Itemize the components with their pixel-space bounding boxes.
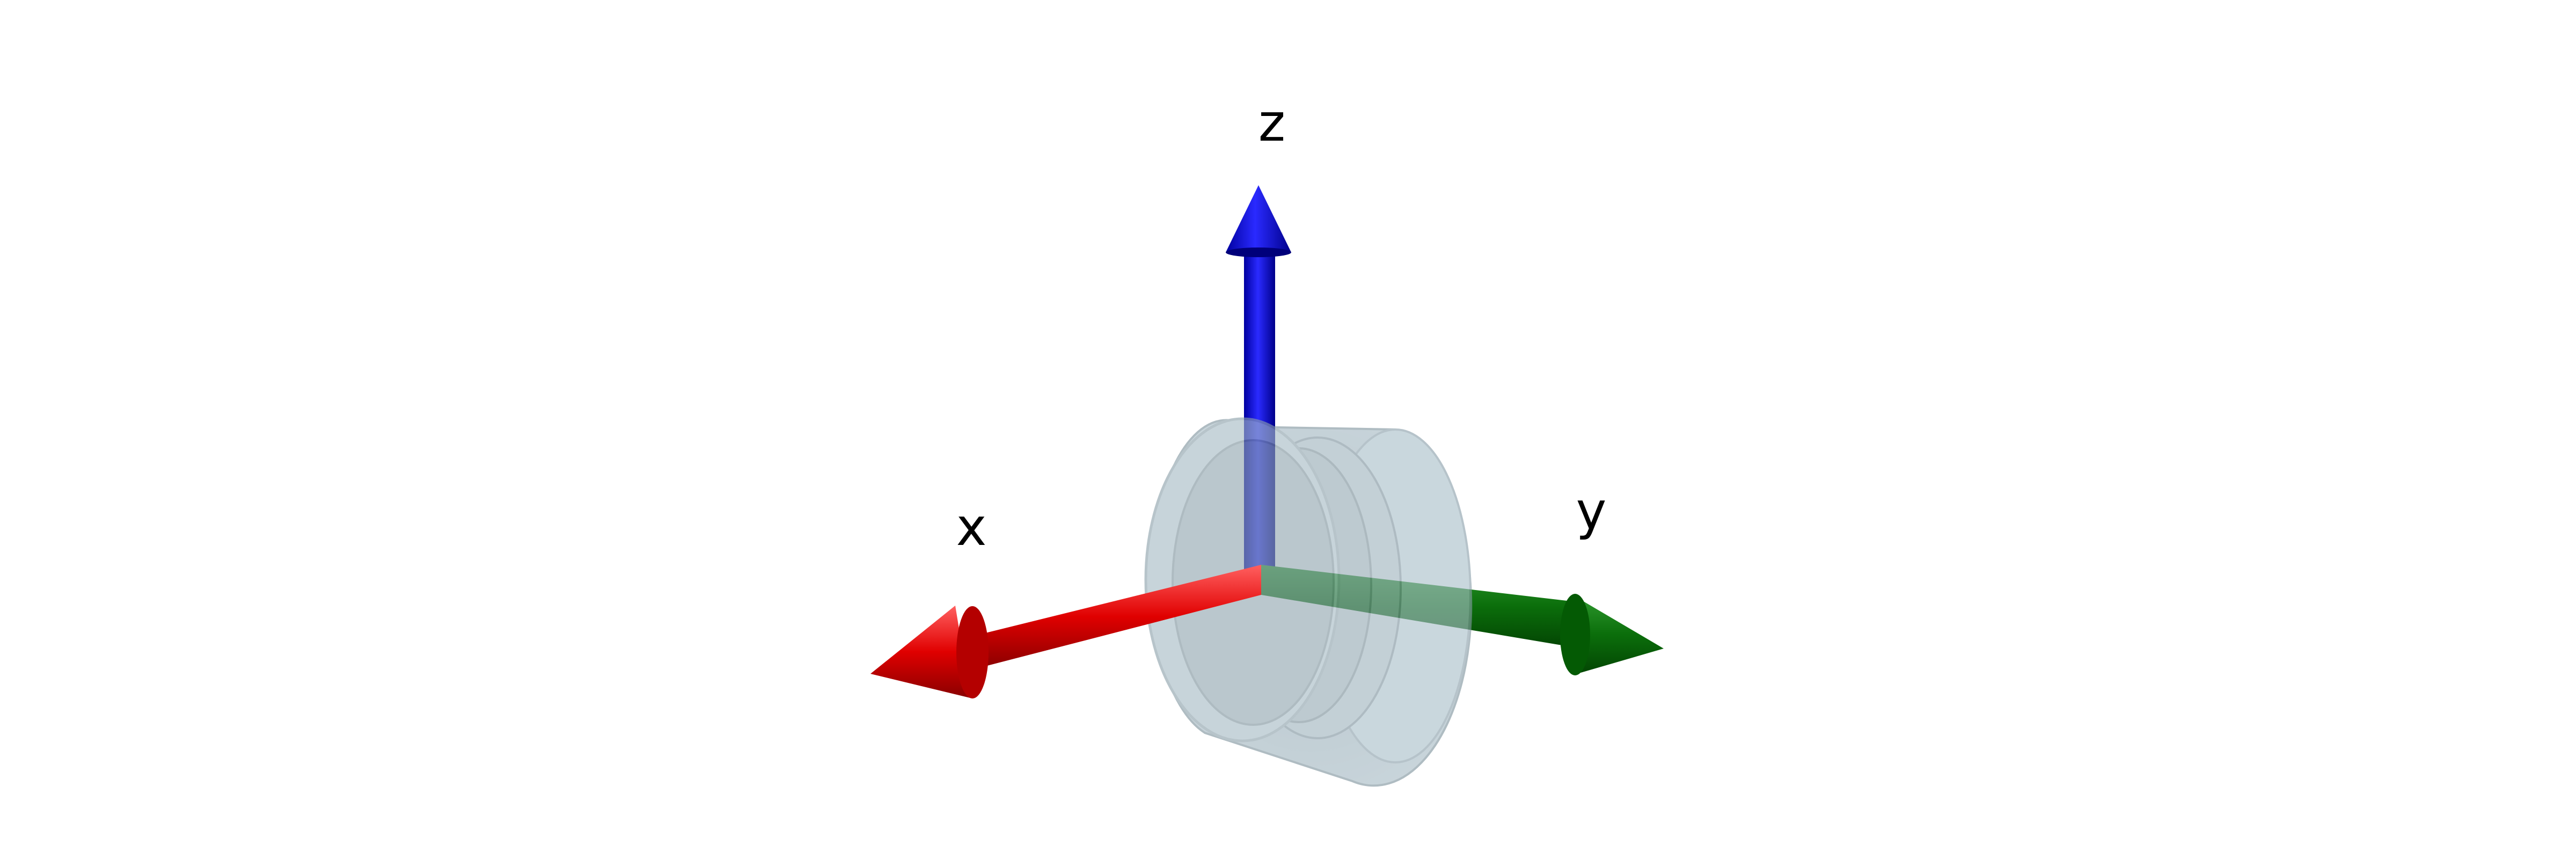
- x-axis-head: [870, 606, 970, 698]
- y-axis-head: [1572, 595, 1664, 674]
- x-axis-shaft: [972, 565, 1261, 668]
- z-axis-head: [1226, 185, 1291, 252]
- y-axis-head-base: [1560, 594, 1590, 675]
- z-axis-head-base: [1226, 247, 1291, 257]
- y-axis-label: y: [1576, 481, 1607, 541]
- x-axis-arrow: [870, 565, 1261, 698]
- x-axis-label: x: [956, 497, 987, 557]
- z-axis-label: z: [1258, 93, 1285, 153]
- x-axis-head-base: [956, 606, 989, 698]
